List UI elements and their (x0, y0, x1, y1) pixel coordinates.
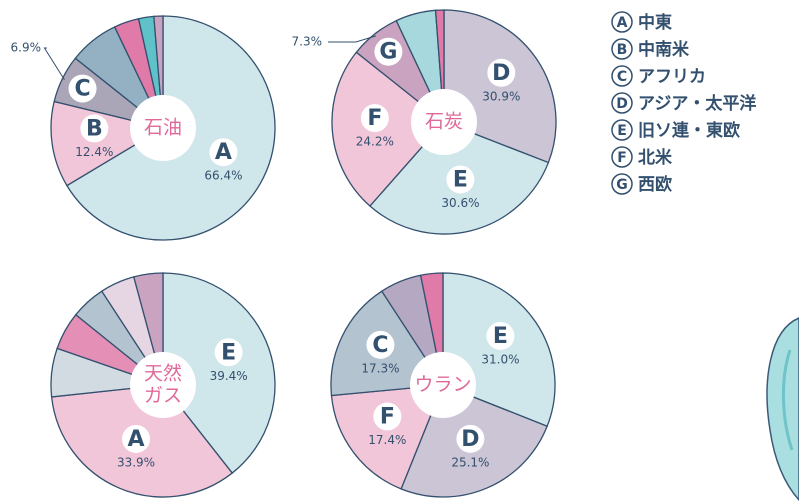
label-badge (487, 58, 516, 87)
value-label: 30.6% (441, 196, 479, 210)
legend-badge (611, 65, 633, 87)
value-label: 30.9% (482, 89, 520, 103)
label-badge (214, 338, 243, 367)
slice-letter: E (221, 340, 236, 365)
pie-slice (162, 272, 276, 474)
label-badge (80, 114, 109, 143)
legend-name: アフリカ (638, 67, 706, 87)
center-label: ウラン (414, 374, 471, 396)
slice-letter: B (86, 116, 103, 141)
legend-badge (611, 11, 633, 33)
slice-letter: F (367, 106, 382, 131)
legend-key: F (617, 150, 627, 166)
label-badge (366, 330, 395, 359)
slice-letter: D (492, 61, 510, 86)
center-label: 天然 (144, 363, 182, 385)
center-label: ガス (144, 385, 182, 407)
legend-name: 西欧 (638, 174, 672, 195)
label-badge (486, 321, 515, 350)
label-badge (209, 138, 238, 167)
pie-slice (331, 51, 445, 207)
value-label: 25.1% (451, 455, 489, 469)
legend-name: 旧ソ連・東欧 (638, 120, 740, 141)
label-badge (373, 402, 402, 431)
legend-name: 中南米 (638, 39, 690, 60)
label-badge (122, 424, 151, 453)
slice-letter: F (380, 405, 395, 430)
value-label: 33.9% (117, 455, 155, 469)
label-badge (456, 424, 485, 453)
value-label: 31.0% (481, 352, 519, 366)
legend-key: B (617, 42, 628, 58)
pie-slice (330, 384, 445, 490)
slice-letter: A (215, 140, 232, 165)
label-badge (446, 165, 475, 194)
decoration (766, 317, 799, 502)
legend-key: A (617, 15, 628, 31)
legend-name: アジア・太平洋 (638, 93, 756, 114)
value-label: 66.4% (204, 169, 242, 183)
label-badge (360, 104, 389, 133)
pie-center (130, 95, 196, 161)
slice-letter: E (493, 324, 508, 349)
legend-name: 中東 (638, 12, 672, 33)
leader-line (328, 35, 377, 43)
value-label: 7.3% (292, 35, 323, 49)
legend-key: E (617, 123, 627, 139)
center-label: 石炭 (425, 111, 463, 133)
value-label: 17.3% (361, 361, 399, 375)
slice-letter: G (379, 40, 397, 65)
slice-letter: D (461, 427, 479, 452)
pie-center (410, 352, 476, 418)
slice-letter: C (74, 77, 90, 102)
legend-badge (611, 38, 633, 60)
value-label: 24.2% (356, 135, 394, 149)
leader-line (43, 47, 65, 80)
legend-key: D (616, 96, 628, 112)
value-label: 12.4% (75, 145, 113, 159)
legend-badge (611, 146, 633, 168)
pie-center (130, 352, 196, 418)
center-label: 石油 (144, 117, 182, 139)
legend-key: C (617, 69, 627, 85)
legend-badge (611, 173, 633, 195)
slice-letter: C (372, 333, 388, 358)
pie-center (411, 89, 477, 155)
label-badge (68, 74, 97, 103)
legend-badge (611, 119, 633, 141)
legend-name: 北米 (638, 147, 673, 168)
slice-letter: E (453, 167, 468, 192)
value-label: 17.4% (368, 433, 406, 447)
value-label: 39.4% (210, 369, 248, 383)
label-badge (374, 37, 403, 66)
legend-key: G (616, 177, 628, 193)
legend-badge (611, 92, 633, 114)
value-label: 6.9% (11, 41, 42, 55)
slice-letter: A (128, 427, 145, 452)
